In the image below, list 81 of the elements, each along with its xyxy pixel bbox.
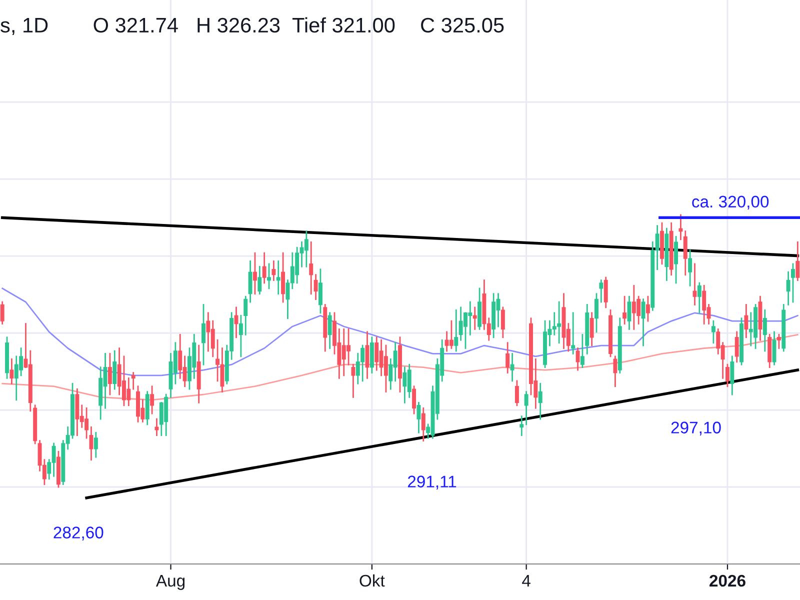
candlestick [449, 320, 454, 349]
x-tick-label: Aug [156, 575, 185, 590]
candlestick [678, 214, 683, 240]
candlestick [622, 296, 627, 324]
candlestick [89, 426, 94, 460]
candlestick [328, 312, 332, 349]
candlestick [154, 418, 159, 436]
candlestick [744, 304, 748, 338]
candlestick [131, 372, 136, 390]
candlestick [500, 306, 505, 338]
annotation: 297,10 [671, 422, 721, 436]
candlestick [627, 296, 632, 330]
candlestick [108, 352, 112, 396]
candlestick [520, 416, 524, 436]
candlestick [238, 314, 243, 358]
candlestick [674, 236, 678, 284]
candlestick [646, 296, 650, 322]
candlestick [571, 312, 576, 354]
candlestick [730, 356, 734, 396]
candlestick [734, 331, 739, 363]
candlestick [304, 230, 308, 268]
candlestick [10, 358, 14, 384]
candlestick [276, 260, 280, 295]
candlestick [272, 260, 276, 281]
candlestick [202, 304, 206, 366]
candlestick [711, 320, 716, 344]
candlestick [697, 282, 702, 314]
candlestick [590, 312, 594, 346]
text: Tief 321.00 [292, 17, 395, 33]
annotation: 291,11 [408, 476, 456, 490]
candlestick [416, 402, 421, 434]
candlestick [790, 263, 795, 303]
candlestick [454, 309, 458, 352]
candlestick [351, 364, 356, 398]
candlestick [248, 260, 252, 303]
text: 282,60 [54, 526, 104, 540]
candlestick [726, 364, 730, 388]
candlestick [594, 293, 598, 333]
candlestick [318, 268, 322, 314]
candlestick [538, 382, 542, 420]
candlestick [599, 280, 604, 303]
candlestick [421, 407, 426, 442]
candlestick [472, 306, 477, 330]
candlestick [112, 350, 117, 390]
x-tick-label: 2026 [710, 574, 746, 587]
text: O 321.74 [94, 18, 178, 33]
candlestick [314, 274, 318, 300]
candlestick [776, 334, 781, 349]
candlestick [510, 352, 514, 382]
candlestick [252, 252, 257, 295]
candlestick [281, 252, 286, 303]
candlestick [786, 271, 790, 306]
candlestick [309, 241, 314, 295]
candlestick [244, 296, 248, 336]
candlestick [506, 342, 510, 374]
candlestick [576, 348, 580, 371]
candlestick [688, 250, 692, 286]
candlestick [796, 241, 800, 281]
candlestick [514, 380, 519, 406]
candlestick [267, 263, 271, 290]
candlestick [613, 356, 618, 388]
candlestick [150, 386, 154, 414]
candlestick [258, 266, 262, 295]
text: C 325.05 [421, 18, 504, 33]
ref-line-label: ca. 320,00 [692, 196, 769, 210]
candlestick [772, 331, 776, 366]
text: H 326.23 [198, 18, 280, 33]
candlestick [0, 301, 4, 324]
candlestick [580, 334, 584, 368]
candlestick [604, 276, 608, 308]
candlestick [94, 432, 98, 458]
x-tick-label: 4 [522, 575, 530, 586]
candlestick [412, 386, 416, 414]
candlestick [524, 391, 528, 426]
x-tick-label: Okt [360, 574, 385, 587]
candlestick [641, 298, 646, 346]
candlestick [384, 344, 388, 392]
candlestick [683, 230, 688, 276]
candlestick [762, 309, 767, 352]
chart-title: s, 1D [0, 18, 48, 36]
candlestick [262, 252, 266, 284]
